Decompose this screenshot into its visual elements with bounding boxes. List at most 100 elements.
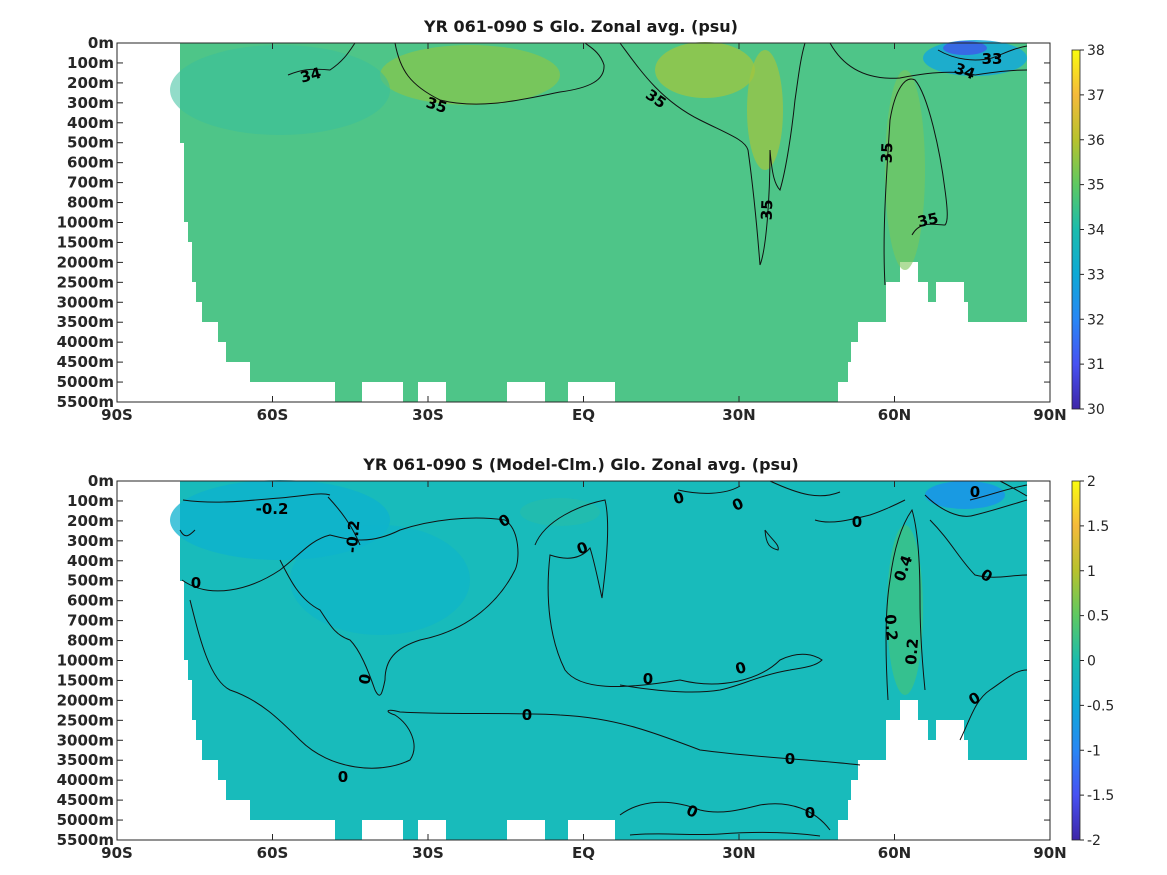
contour-label: 0 bbox=[805, 804, 815, 822]
y-tick-label: 300m bbox=[67, 532, 114, 550]
atlantic-surface-bias bbox=[520, 498, 600, 526]
y-tick-label: 600m bbox=[67, 154, 114, 172]
y-tick-label: 200m bbox=[67, 74, 114, 92]
contour-label: -0.2 bbox=[343, 519, 364, 553]
chart-title: YR 061-090 S Glo. Zonal avg. (psu) bbox=[423, 17, 738, 36]
y-tick-label: 200m bbox=[67, 512, 114, 530]
salinity-panel: YR 061-090 S Glo. Zonal avg. (psu) bbox=[57, 17, 1105, 424]
contour-label: 0.2 bbox=[902, 638, 922, 666]
y-tick-label: 2000m bbox=[57, 253, 114, 271]
colorbar-tick-label: 33 bbox=[1087, 267, 1105, 283]
colorbar-tick-label: 32 bbox=[1087, 312, 1105, 328]
colorbar-tick-label: 35 bbox=[1087, 178, 1105, 194]
y-tick-label: 4500m bbox=[57, 353, 114, 371]
colorbar-ticks: 2 1.5 1 0.5 0 -0.5 -1 -1.5 -2 bbox=[1080, 474, 1114, 849]
contour-label: 0 bbox=[785, 750, 795, 768]
y-tick-label: 0m bbox=[88, 34, 114, 52]
y-tick-label: 1500m bbox=[57, 233, 114, 251]
y-tick-label: 5500m bbox=[57, 831, 114, 849]
x-tick-label: 30S bbox=[412, 406, 444, 424]
y-tick-label: 2500m bbox=[57, 273, 114, 291]
y-tick-label: 0m bbox=[88, 472, 114, 490]
y-tick-label: 1000m bbox=[57, 214, 114, 232]
y-tick-label: 2000m bbox=[57, 691, 114, 709]
colorbar-tick-label: -2 bbox=[1087, 833, 1101, 849]
colorbar-tick-label: 36 bbox=[1087, 133, 1105, 149]
plot-area: -0.2 -0.2 0 0 0 0 0 0 0 0 0 0 0 0 0 0.4 … bbox=[116, 480, 1051, 841]
x-tick-label: 30N bbox=[722, 844, 755, 862]
contour-label: 0 bbox=[852, 513, 862, 531]
salinity-field bbox=[180, 43, 1027, 402]
colorbar-tick-label: 34 bbox=[1087, 223, 1105, 239]
x-tick-label: 90S bbox=[101, 844, 133, 862]
y-axis: 0m 100m 200m 300m 400m 500m 600m 700m 800m 1000m1… bbox=[57, 34, 1050, 411]
y-tick-label: 3500m bbox=[57, 751, 114, 769]
contour-label: 0 bbox=[733, 658, 748, 678]
intermediate-fresh-bias bbox=[290, 525, 470, 635]
y-tick-label: 4500m bbox=[57, 791, 114, 809]
colorbar-gradient bbox=[1071, 480, 1081, 841]
north-atlantic-column bbox=[885, 70, 925, 270]
x-tick-label: 90S bbox=[101, 406, 133, 424]
contour-label: 35 bbox=[878, 142, 897, 163]
contour-label: 35 bbox=[424, 93, 449, 117]
y-tick-label: 500m bbox=[67, 134, 114, 152]
contour-label: 0 bbox=[643, 670, 653, 688]
x-tick-label: 30S bbox=[412, 844, 444, 862]
y-tick-label: 5000m bbox=[57, 811, 114, 829]
y-tick-label: 400m bbox=[67, 552, 114, 570]
x-tick-label: 60S bbox=[257, 406, 289, 424]
contour-lines bbox=[287, 42, 1028, 286]
x-tick-label: 60N bbox=[878, 406, 911, 424]
plot-area: 34 35 35 35 35 35 34 33 bbox=[116, 40, 1051, 403]
colorbar-gradient bbox=[1071, 49, 1081, 410]
contour-label: 0 bbox=[338, 768, 348, 786]
colorbar-tick-label: 1.5 bbox=[1087, 519, 1109, 535]
contour-label: 0 bbox=[522, 706, 532, 724]
y-axis: 0m 100m 200m 300m 400m 500m 600m 700m 800m 1000m1… bbox=[57, 472, 1050, 849]
colorbar-tick-label: -1 bbox=[1087, 743, 1101, 759]
colorbar-tick-label: 0.5 bbox=[1087, 609, 1109, 625]
contour-label: 34 bbox=[298, 64, 323, 87]
y-tick-label: 1000m bbox=[57, 652, 114, 670]
salinity-bias-panel: YR 061-090 S (Model-Clm.) Glo. Zonal avg… bbox=[57, 455, 1115, 862]
colorbar-tick-label: 30 bbox=[1087, 402, 1105, 418]
y-tick-label: 4000m bbox=[57, 771, 114, 789]
x-tick-label: 30N bbox=[722, 406, 755, 424]
x-tick-label: EQ bbox=[572, 406, 595, 424]
subtropical-max-south bbox=[380, 45, 560, 105]
contour-lines bbox=[179, 480, 1028, 837]
colorbar-ticks: 30 31 32 33 34 35 36 37 38 bbox=[1080, 43, 1105, 418]
y-tick-label: 700m bbox=[67, 174, 114, 192]
colorbar: 2 1.5 1 0.5 0 -0.5 -1 -1.5 -2 bbox=[1071, 474, 1114, 849]
y-tick-label: 600m bbox=[67, 592, 114, 610]
colorbar: 30 31 32 33 34 35 36 37 38 bbox=[1071, 43, 1105, 418]
contour-label: 0 bbox=[671, 488, 686, 508]
x-axis: 90S 60S 30S EQ 30N 60N 90N bbox=[101, 481, 1067, 862]
y-tick-label: 3000m bbox=[57, 731, 114, 749]
x-axis: 90S 60S 30S EQ 30N 60N 90N bbox=[101, 43, 1067, 424]
contour-label: 33 bbox=[982, 50, 1003, 68]
y-tick-label: 100m bbox=[67, 54, 114, 72]
y-tick-label: 2500m bbox=[57, 711, 114, 729]
x-tick-label: 60N bbox=[878, 844, 911, 862]
y-tick-label: 100m bbox=[67, 492, 114, 510]
colorbar-tick-label: 1 bbox=[1087, 564, 1096, 580]
x-tick-label: 90N bbox=[1033, 844, 1066, 862]
colorbar-tick-label: 37 bbox=[1087, 88, 1105, 104]
y-tick-label: 3000m bbox=[57, 293, 114, 311]
contour-label: -0.2 bbox=[256, 500, 289, 518]
contour-label: 0 bbox=[191, 574, 201, 592]
contour-label: 0 bbox=[355, 672, 375, 685]
y-tick-label: 800m bbox=[67, 194, 114, 212]
y-tick-label: 300m bbox=[67, 94, 114, 112]
y-tick-label: 700m bbox=[67, 612, 114, 630]
x-tick-label: EQ bbox=[572, 844, 595, 862]
colorbar-tick-label: -0.5 bbox=[1087, 698, 1114, 714]
mediterranean-tongue bbox=[747, 50, 783, 170]
chart-title: YR 061-090 S (Model-Clm.) Glo. Zonal avg… bbox=[362, 455, 799, 474]
southern-ocean-fresh bbox=[170, 45, 390, 135]
x-tick-label: 90N bbox=[1033, 406, 1066, 424]
north-atlantic-salty-bias bbox=[887, 525, 923, 695]
